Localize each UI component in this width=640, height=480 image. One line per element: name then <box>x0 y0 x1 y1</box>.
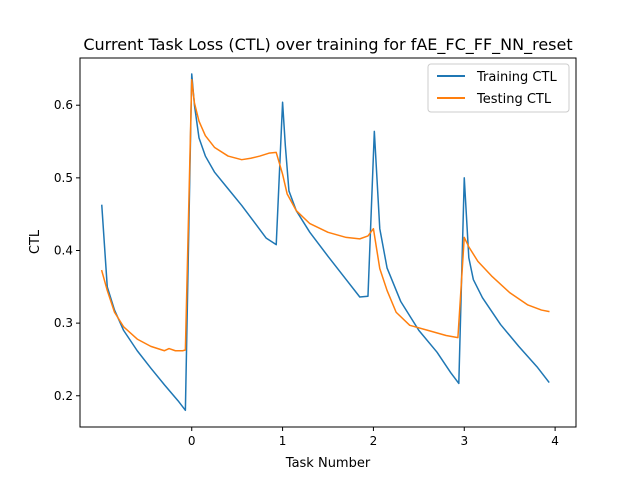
y-axis-label: CTL <box>28 229 43 254</box>
x-axis-label: Task Number <box>285 456 371 471</box>
legend-label-testing: Testing CTL <box>476 92 552 107</box>
series-layer <box>100 73 550 412</box>
plot-area <box>79 57 577 428</box>
y-tick-label: 0.5 <box>54 171 73 185</box>
legend: Training CTL Testing CTL <box>427 63 570 113</box>
x-axis-ticks: 0 1 2 3 4 <box>188 427 559 448</box>
y-tick-label: 0.4 <box>54 243 73 257</box>
legend-label-training: Training CTL <box>476 70 557 85</box>
series-line-testing <box>100 79 550 352</box>
x-tick-label: 1 <box>279 434 287 448</box>
x-tick-label: 2 <box>370 434 378 448</box>
x-tick-label: 0 <box>188 434 196 448</box>
y-tick-label: 0.3 <box>54 316 73 330</box>
x-tick-label: 4 <box>551 434 559 448</box>
y-tick-label: 0.2 <box>54 389 73 403</box>
x-tick-label: 3 <box>460 434 468 448</box>
series-line-training <box>101 73 550 412</box>
y-tick-label: 0.6 <box>54 98 73 112</box>
y-axis-ticks: 0.2 0.3 0.4 0.5 0.6 <box>54 98 80 403</box>
chart-title: Current Task Loss (CTL) over training fo… <box>83 35 572 55</box>
